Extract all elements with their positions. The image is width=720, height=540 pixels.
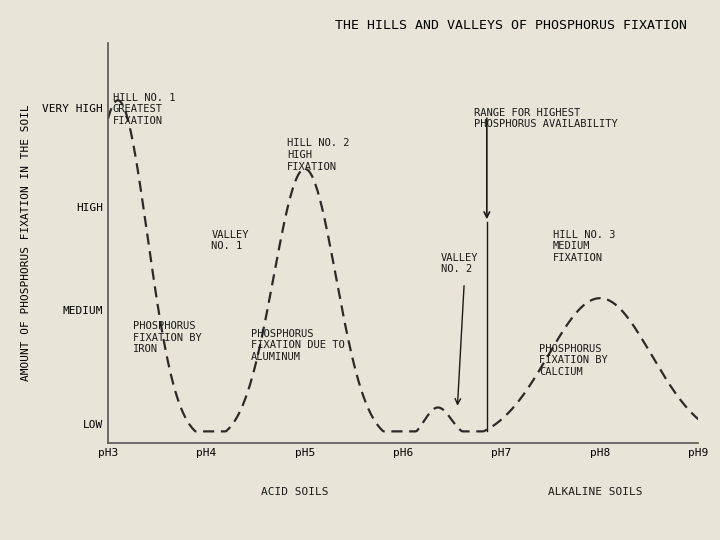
Text: ALKALINE SOILS: ALKALINE SOILS [548, 487, 642, 497]
Text: HILL NO. 3
MEDIUM
FIXATION: HILL NO. 3 MEDIUM FIXATION [553, 230, 616, 263]
Text: THE HILLS AND VALLEYS OF PHOSPHORUS FIXATION: THE HILLS AND VALLEYS OF PHOSPHORUS FIXA… [335, 19, 687, 32]
Text: RANGE FOR HIGHEST
PHOSPHORUS AVAILABILITY: RANGE FOR HIGHEST PHOSPHORUS AVAILABILIT… [474, 108, 618, 130]
Text: VALLEY
NO. 1: VALLEY NO. 1 [211, 230, 249, 251]
Text: PHOSPHORUS
FIXATION BY
CALCIUM: PHOSPHORUS FIXATION BY CALCIUM [539, 344, 608, 377]
Text: PHOSPHORUS
FIXATION BY
IRON: PHOSPHORUS FIXATION BY IRON [132, 321, 202, 354]
Text: PHOSPHORUS
FIXATION DUE TO
ALUMINUM: PHOSPHORUS FIXATION DUE TO ALUMINUM [251, 329, 344, 362]
Y-axis label: AMOUNT OF PHOSPHORUS FIXATION IN THE SOIL: AMOUNT OF PHOSPHORUS FIXATION IN THE SOI… [22, 105, 31, 381]
Text: HILL NO. 2
HIGH
FIXATION: HILL NO. 2 HIGH FIXATION [287, 138, 350, 172]
Text: ACID SOILS: ACID SOILS [261, 487, 329, 497]
Text: VALLEY
NO. 2: VALLEY NO. 2 [441, 253, 478, 274]
Text: HILL NO. 1
GREATEST
FIXATION: HILL NO. 1 GREATEST FIXATION [113, 93, 176, 126]
